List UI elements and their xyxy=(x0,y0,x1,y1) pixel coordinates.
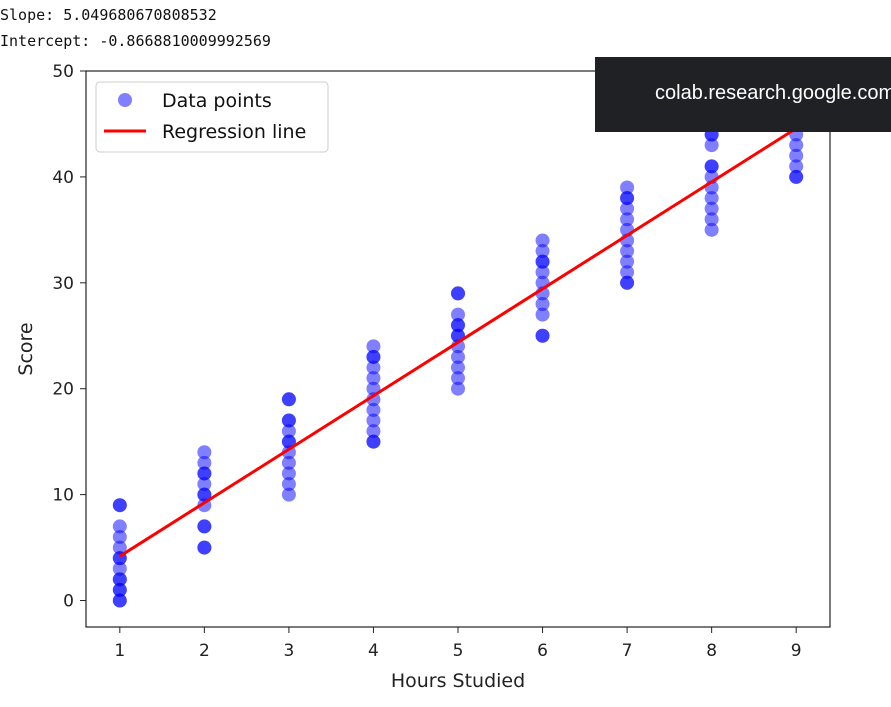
data-point xyxy=(620,275,635,290)
data-point xyxy=(789,169,804,184)
y-tick-label: 30 xyxy=(52,274,74,294)
data-point xyxy=(620,254,635,269)
data-point xyxy=(704,191,719,206)
data-point xyxy=(535,265,550,280)
x-tick-label: 8 xyxy=(706,641,717,661)
data-point xyxy=(112,593,127,608)
data-point xyxy=(281,424,296,439)
data-point xyxy=(112,540,127,555)
legend-label-points: Data points xyxy=(162,90,272,112)
y-tick-label: 0 xyxy=(63,592,74,612)
data-point xyxy=(789,148,804,163)
data-point xyxy=(451,318,465,333)
data-point xyxy=(197,519,212,534)
data-point xyxy=(704,138,719,153)
data-point xyxy=(620,201,635,216)
legend-marker-points xyxy=(118,93,132,107)
legend-box xyxy=(95,81,329,153)
intercept-output: Intercept: -0.8668810009992569 xyxy=(0,32,271,50)
x-tick-label: 6 xyxy=(537,641,548,661)
data-point xyxy=(281,477,296,492)
data-point xyxy=(112,572,127,587)
data-point xyxy=(366,339,381,354)
data-point xyxy=(535,244,550,259)
data-point xyxy=(704,201,719,216)
x-tick-label: 1 xyxy=(114,641,125,661)
data-point xyxy=(281,413,296,428)
data-point xyxy=(197,455,212,470)
data-point xyxy=(451,307,465,322)
data-point xyxy=(789,138,804,153)
data-point xyxy=(451,286,465,301)
data-point xyxy=(281,434,296,449)
data-point xyxy=(535,307,550,322)
x-tick-label: 2 xyxy=(199,641,210,661)
data-point xyxy=(366,360,381,375)
y-tick-label: 50 xyxy=(52,62,74,82)
data-point xyxy=(197,487,212,502)
x-tick-label: 5 xyxy=(453,641,464,661)
data-point xyxy=(281,392,296,407)
data-point xyxy=(620,180,635,195)
data-point xyxy=(197,540,212,555)
data-point xyxy=(112,519,127,534)
data-point xyxy=(366,349,381,364)
y-tick-label: 40 xyxy=(52,168,74,188)
data-point xyxy=(366,413,381,428)
data-point xyxy=(704,159,719,174)
y-tick-label: 20 xyxy=(52,380,74,400)
data-point xyxy=(366,434,381,449)
data-point xyxy=(366,392,381,407)
data-point xyxy=(197,445,212,460)
data-point xyxy=(112,582,127,597)
data-point xyxy=(620,212,635,227)
data-point xyxy=(535,233,550,248)
data-point xyxy=(197,477,212,492)
x-tick-label: 7 xyxy=(622,641,633,661)
data-point xyxy=(535,328,550,343)
plot-frame xyxy=(85,70,831,628)
regression-line xyxy=(119,127,797,558)
data-point xyxy=(112,498,127,513)
data-point xyxy=(281,487,296,502)
data-point xyxy=(281,466,296,481)
data-point xyxy=(535,254,550,269)
y-tick-label: 10 xyxy=(52,486,74,506)
data-point xyxy=(281,455,296,470)
data-point xyxy=(112,529,127,544)
x-axis-label: Hours Studied xyxy=(391,670,525,692)
data-point xyxy=(451,381,465,396)
data-point xyxy=(620,244,635,259)
data-point xyxy=(366,402,381,417)
legend-label-line: Regression line xyxy=(162,121,306,143)
data-point xyxy=(112,561,127,576)
data-point xyxy=(451,360,465,375)
data-point xyxy=(451,349,465,364)
data-point xyxy=(366,424,381,439)
data-point xyxy=(366,371,381,386)
x-tick-label: 3 xyxy=(283,641,294,661)
data-point xyxy=(451,371,465,386)
toast-text: colab.research.google.com xyxy=(655,82,891,104)
data-point xyxy=(789,159,804,174)
data-point xyxy=(197,466,212,481)
x-tick-label: 9 xyxy=(791,641,802,661)
data-point xyxy=(704,212,719,227)
data-point xyxy=(620,265,635,280)
data-point xyxy=(704,222,719,237)
data-point xyxy=(620,191,635,206)
y-axis-label: Score xyxy=(15,322,37,375)
slope-output: Slope: 5.049680670808532 xyxy=(0,6,217,24)
url-toast: colab.research.google.com xyxy=(595,57,891,132)
data-point xyxy=(535,296,550,311)
x-tick-label: 4 xyxy=(368,641,379,661)
